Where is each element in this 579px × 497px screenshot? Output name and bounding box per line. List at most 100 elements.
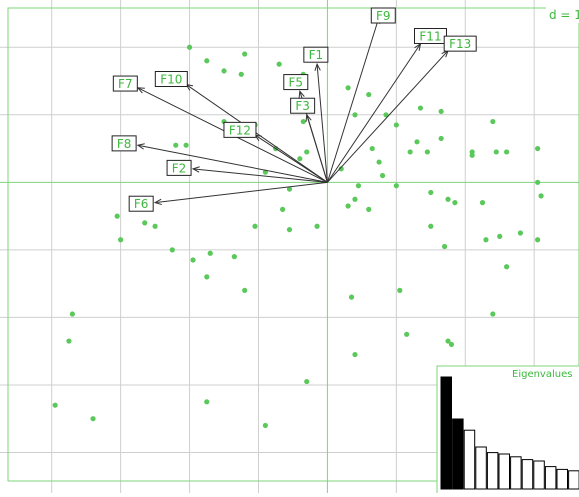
scatter-point: [90, 416, 96, 422]
label-text: F10: [160, 73, 182, 87]
scatter-point: [479, 200, 486, 206]
scatter-point: [538, 193, 544, 199]
scatter-point: [118, 237, 124, 243]
arrow-head-f2: [191, 166, 200, 173]
scatter-point: [366, 206, 372, 212]
scatter-point: [469, 149, 475, 155]
eigenvalue-bar: [452, 418, 464, 490]
arrow-line-f1: [316, 64, 328, 183]
scatter-point: [366, 91, 372, 98]
scatter-point: [252, 223, 258, 229]
label-f13: F13: [443, 35, 477, 52]
label-text: F5: [289, 76, 304, 90]
scatter-point: [348, 294, 355, 300]
eigenvalue-bars: [440, 376, 579, 490]
arrow-head-f5: [298, 89, 305, 99]
label-box: [111, 135, 137, 152]
scatter-point: [300, 118, 306, 125]
observation-points: [52, 44, 544, 429]
label-text: F3: [295, 99, 310, 113]
scatter-point: [314, 223, 320, 229]
label-box: [283, 74, 309, 91]
scatter-point: [445, 196, 451, 202]
scatter-point: [441, 243, 448, 250]
scatter-point: [183, 142, 189, 148]
scatter-point: [345, 203, 351, 209]
label-f8: F8: [111, 135, 137, 152]
scatter-point: [452, 200, 458, 206]
scatter-point: [393, 183, 399, 189]
scatter-point: [304, 378, 310, 385]
label-f2: F2: [166, 159, 192, 176]
scatter-point: [142, 220, 148, 226]
scatter-point: [428, 189, 434, 196]
scatter-point: [497, 233, 503, 239]
scatter-point: [535, 145, 541, 152]
scatter-point: [355, 183, 362, 189]
eigenvalue-bar: [568, 470, 579, 490]
label-f5: F5: [283, 74, 309, 91]
eigenvalue-bar: [440, 376, 452, 490]
label-text: F1: [309, 48, 324, 62]
label-box: [303, 46, 329, 63]
label-text: F7: [118, 77, 133, 91]
scatter-point: [190, 257, 196, 263]
label-text: F8: [117, 137, 132, 151]
scatter-point: [242, 51, 248, 57]
arrow-line-f10: [185, 84, 328, 183]
label-f10: F10: [154, 71, 188, 88]
eigenvalues-inset: Eigenvalues: [436, 365, 579, 497]
scatter-point: [221, 68, 227, 74]
eigenvalue-bar: [533, 460, 545, 490]
scatter-point: [438, 135, 444, 142]
label-text: F12: [229, 123, 251, 137]
arrow-line-f6: [155, 181, 328, 204]
scale-label-background: [546, 6, 579, 23]
eigenvalue-bar: [475, 446, 487, 490]
scatter-point: [397, 287, 403, 293]
plot-frame: [7, 7, 579, 482]
scatter-point: [428, 223, 434, 229]
scatter-point: [424, 149, 430, 155]
scatter-point: [379, 172, 386, 179]
scatter-point: [238, 71, 244, 77]
scatter-point: [352, 351, 358, 358]
scatter-point: [297, 156, 303, 162]
scatter-point: [186, 44, 193, 50]
label-text: F6: [134, 197, 149, 211]
eigenvalue-bar: [556, 468, 568, 490]
eigenvalue-bar: [463, 429, 476, 490]
arrow-line-f11: [326, 43, 421, 183]
scatter-point: [204, 58, 210, 64]
scatter-point: [207, 250, 213, 256]
scatter-point: [242, 287, 248, 293]
scatter-point: [338, 166, 344, 172]
scatter-point: [352, 112, 358, 118]
label-box: [223, 121, 257, 138]
scatter-point: [448, 341, 455, 348]
scatter-point: [262, 422, 268, 429]
scatter-point: [345, 85, 351, 91]
scatter-point: [493, 149, 499, 155]
scatter-point: [407, 149, 413, 155]
eigenvalue-bar: [486, 452, 499, 490]
variable-labels: F1 F2 F3 F5 F6 F7 F8 F9 F10 F11 F12 F13: [111, 7, 477, 212]
eigenvalue-bar: [510, 456, 522, 490]
scatter-point: [69, 311, 75, 317]
scatter-point: [304, 149, 310, 155]
scatter-point: [204, 399, 210, 405]
eigenvalue-bar: [544, 466, 557, 490]
scatter-point: [438, 108, 444, 115]
scatter-point: [383, 112, 389, 118]
label-box: [290, 97, 316, 114]
scatter-point: [152, 223, 158, 229]
scatter-point: [445, 338, 451, 344]
scatter-point: [66, 338, 72, 344]
label-box: [166, 159, 192, 176]
label-f1: F1: [303, 46, 329, 63]
label-f6: F6: [128, 195, 154, 212]
label-f7: F7: [112, 75, 138, 92]
label-text: F2: [172, 161, 187, 175]
